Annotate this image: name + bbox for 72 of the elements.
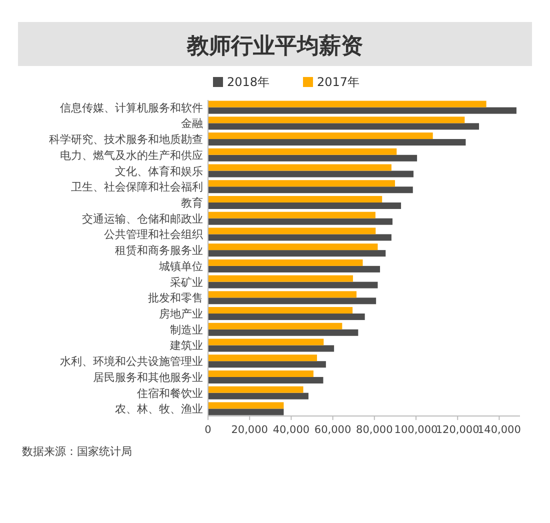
bar	[208, 329, 358, 336]
y-tick-label: 水利、环境和公共设施管理业	[60, 355, 203, 368]
y-tick-label: 信息传媒、计算机服务和软件	[60, 101, 203, 114]
bar	[208, 180, 395, 187]
bar	[208, 228, 376, 234]
y-tick-label: 农、林、牧、渔业	[115, 402, 203, 416]
bar	[208, 291, 357, 298]
x-tick-label: 100,000	[394, 424, 438, 436]
x-tick-label: 20,000	[231, 424, 268, 436]
chart-title: 教师行业平均薪资	[186, 34, 363, 59]
bar	[208, 266, 380, 272]
y-tick-label: 租赁和商务服务业	[115, 244, 203, 258]
y-tick-label: 教育	[181, 196, 203, 210]
bar	[208, 338, 324, 346]
source-note: 数据来源：国家统计局	[22, 445, 132, 458]
y-tick-label: 科学研究、技术服务和地质勘查	[49, 133, 203, 146]
bar	[208, 386, 304, 393]
bar	[208, 139, 466, 146]
bar	[208, 259, 363, 266]
y-tick-label: 批发和零售	[148, 292, 203, 305]
bar	[208, 361, 326, 368]
y-tick-label: 制造业	[170, 323, 203, 336]
bar	[208, 345, 334, 352]
y-tick-label: 采矿业	[170, 276, 203, 289]
bar	[208, 402, 284, 409]
y-tick-label: 城镇单位	[158, 260, 203, 273]
bar	[208, 307, 353, 314]
y-tick-label: 卫生、社会保障和社会福利	[71, 180, 203, 194]
bar	[208, 132, 433, 140]
bar	[208, 408, 284, 416]
bar	[208, 298, 376, 304]
bar	[208, 275, 353, 282]
x-tick-label: 0	[204, 424, 212, 436]
y-tick-label: 住宿和餐饮业	[137, 386, 203, 400]
bar	[208, 170, 414, 178]
y-tick-label: 文化、体育和娱乐	[115, 164, 203, 178]
y-tick-label: 公共管理和社会组织	[104, 228, 203, 242]
bar	[208, 354, 317, 362]
bar	[208, 100, 486, 108]
y-tick-label: 居民服务和其他服务业	[93, 370, 203, 384]
bar	[208, 164, 392, 171]
x-tick-label: 120,000	[436, 424, 480, 436]
bar	[208, 282, 378, 288]
y-tick-label: 建筑业	[169, 339, 203, 352]
bar	[208, 107, 516, 114]
bar	[208, 322, 342, 330]
bar	[208, 186, 413, 194]
bar	[208, 154, 418, 162]
bar	[208, 244, 378, 250]
bar	[208, 202, 402, 209]
bar	[208, 218, 392, 225]
x-tick-label: 40,000	[272, 424, 310, 436]
bar	[208, 392, 308, 400]
bar	[208, 314, 365, 320]
bar	[208, 196, 382, 202]
y-tick-label: 交通运输、仓储和邮政业	[82, 212, 203, 226]
y-tick-label: 金融	[181, 117, 203, 130]
y-tick-label: 房地产业	[159, 308, 203, 321]
x-tick-label: 60,000	[314, 424, 352, 436]
bar	[208, 212, 376, 218]
bar	[208, 250, 386, 257]
bar	[208, 123, 480, 130]
legend-label: 2017年	[317, 75, 360, 89]
x-tick-label: 140,000	[477, 424, 521, 436]
bar	[208, 370, 314, 377]
bar	[208, 234, 392, 241]
bar	[208, 148, 397, 155]
x-tick-label: 80,000	[356, 424, 393, 436]
legend-label: 2018年	[227, 75, 270, 89]
y-tick-label: 电力、燃气及水的生产和供应	[60, 148, 203, 162]
bar	[208, 376, 324, 384]
bar	[208, 116, 465, 124]
